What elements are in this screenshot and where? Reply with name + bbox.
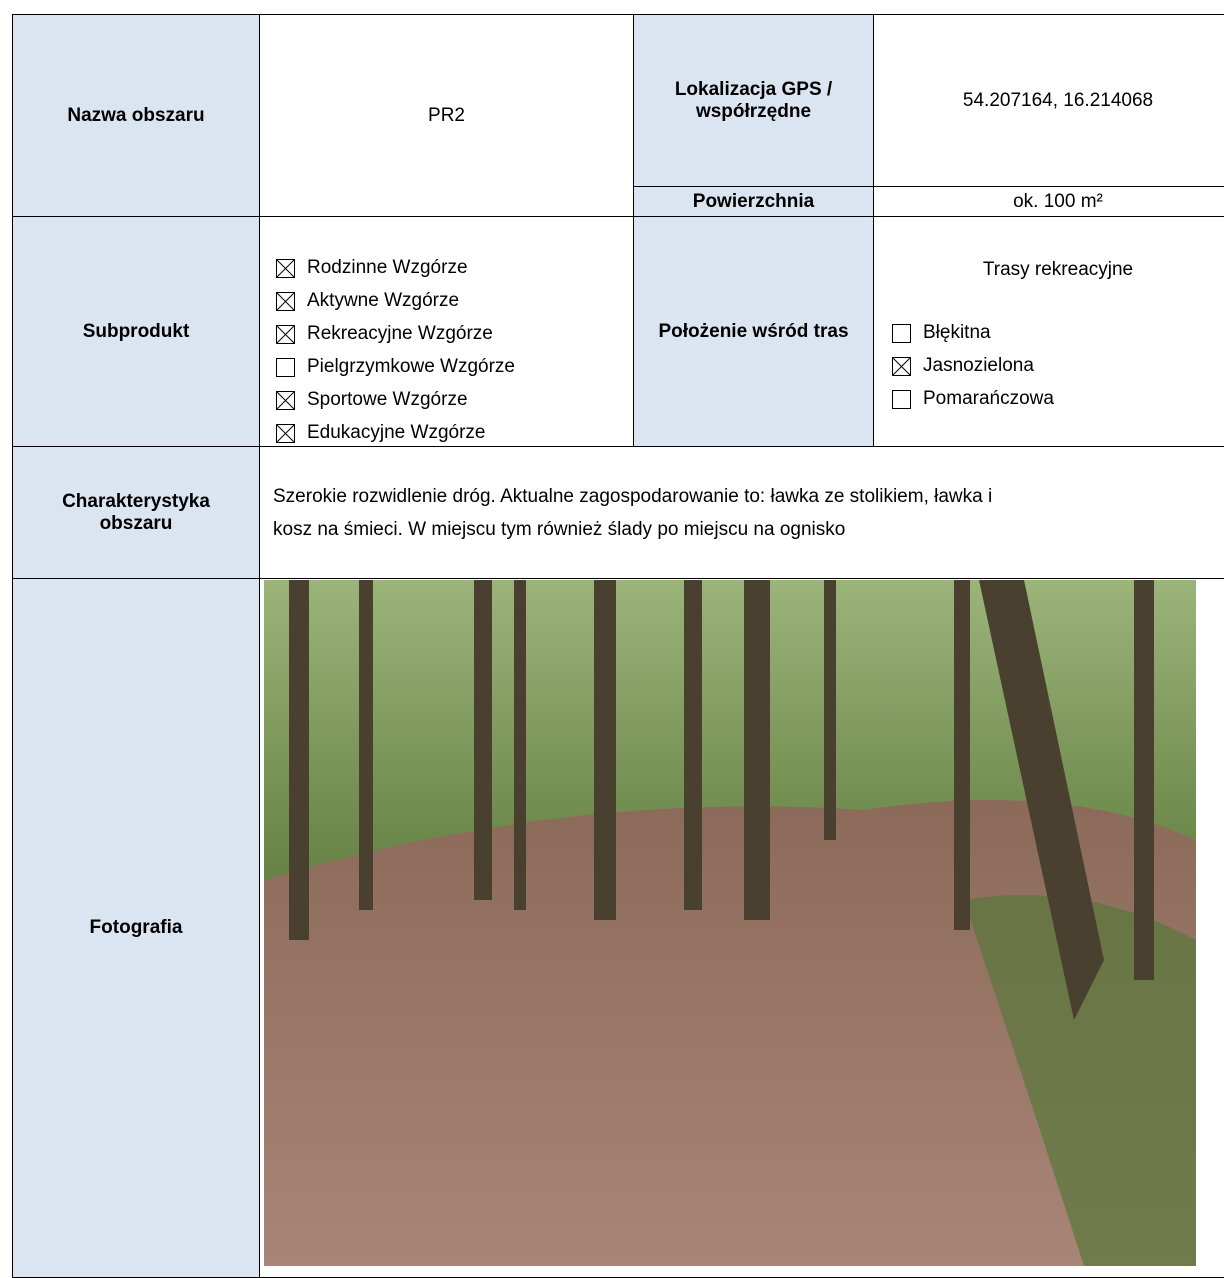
- checkbox-label: Pomarańczowa: [923, 388, 1054, 409]
- checkbox: [276, 423, 295, 443]
- label: Subprodukt: [82, 320, 190, 342]
- checkbox-item: Rekreacyjne Wzgórze: [276, 323, 493, 345]
- checkbox: [276, 357, 295, 377]
- label: Położenie wśród tras: [658, 320, 849, 342]
- checkbox-label: Rodzinne Wzgórze: [307, 257, 468, 278]
- checkbox: [892, 356, 911, 376]
- checkbox-frame: [276, 423, 295, 443]
- checkbox-frame: [276, 258, 295, 278]
- value-cell: PR2: [259, 14, 634, 217]
- label: Nazwa obszaru: [67, 104, 205, 126]
- checkbox-item: Pielgrzymkowe Wzgórze: [276, 356, 515, 378]
- checkbox: [276, 390, 295, 410]
- label-cell: Nazwa obszaru: [12, 14, 260, 217]
- checkbox-frame: [892, 323, 911, 343]
- value-cell: 54.207164, 16.214068: [873, 14, 1224, 187]
- value-cell: [259, 446, 1224, 579]
- checkbox-cross: [276, 390, 295, 410]
- checkbox-label: Rekreacyjne Wzgórze: [307, 323, 493, 344]
- description-line: Szerokie rozwidlenie dróg. Aktualne zago…: [273, 486, 993, 507]
- label-cell: Fotografia: [12, 578, 260, 1278]
- checkbox-frame: [892, 356, 911, 376]
- checkbox: [276, 291, 295, 311]
- heading: Trasy rekreacyjne: [982, 259, 1134, 280]
- value: ok. 100 m²: [1013, 190, 1103, 212]
- label: Charakterystyka obszaru: [62, 490, 210, 534]
- description-line: kosz na śmieci. W miejscu tym również śl…: [273, 519, 846, 540]
- checkbox-cross: [276, 258, 295, 278]
- label-cell: Charakterystyka obszaru: [12, 446, 260, 579]
- checkbox-item: Aktywne Wzgórze: [276, 290, 459, 312]
- checkbox-frame: [892, 389, 911, 409]
- checkbox-label: Aktywne Wzgórze: [307, 290, 460, 311]
- checkbox-label: Sportowe Wzgórze: [307, 389, 468, 410]
- checkbox-label: Jasnozielona: [923, 355, 1034, 376]
- checkbox-cross: [276, 291, 295, 311]
- checkbox-cross: [276, 423, 295, 443]
- checkbox: [892, 389, 911, 409]
- label-cell: Położenie wśród tras: [633, 216, 874, 447]
- checkbox-frame: [276, 324, 295, 344]
- checkbox: [892, 323, 911, 343]
- checkbox-item: Jasnozielona: [892, 355, 1034, 377]
- value: 54.207164, 16.214068: [962, 89, 1154, 111]
- checkbox: [276, 324, 295, 344]
- label-cell: Subprodukt: [12, 216, 260, 447]
- checkbox-label: Pielgrzymkowe Wzgórze: [307, 356, 515, 377]
- checkbox-label: Błękitna: [923, 322, 991, 343]
- label: Lokalizacja GPS / współrzędne: [674, 78, 833, 122]
- value-cell: ok. 100 m²: [873, 186, 1224, 217]
- checkbox: [276, 258, 295, 278]
- checkbox-cross: [276, 324, 295, 344]
- checkbox-item: Błękitna: [892, 322, 991, 344]
- photo: [264, 580, 1196, 1266]
- checkbox-item: Edukacyjne Wzgórze: [276, 422, 485, 444]
- checkbox-frame: [276, 291, 295, 311]
- checkbox-frame: [276, 357, 295, 377]
- checkbox-cross: [892, 356, 911, 376]
- checkbox-label: Edukacyjne Wzgórze: [307, 422, 486, 443]
- label-cell: Lokalizacja GPS / współrzędne: [633, 14, 874, 187]
- label: Fotografia: [89, 917, 183, 938]
- label-cell: Powierzchnia: [633, 186, 874, 217]
- checkbox-item: Rodzinne Wzgórze: [276, 257, 468, 279]
- checkbox-frame: [276, 390, 295, 410]
- checkbox-item: Pomarańczowa: [892, 388, 1054, 410]
- checkbox-item: Sportowe Wzgórze: [276, 389, 468, 411]
- label: Powierzchnia: [692, 190, 815, 212]
- value: PR2: [428, 104, 465, 126]
